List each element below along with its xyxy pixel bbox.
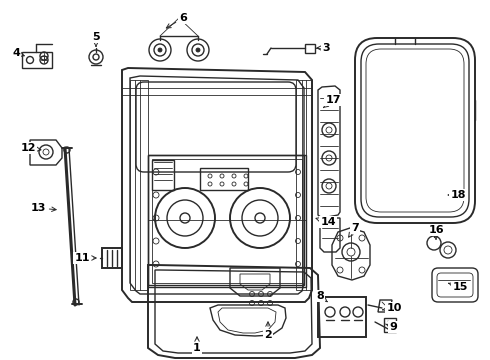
Text: 8: 8 [316,291,327,302]
Text: 11: 11 [74,253,96,263]
Text: 13: 13 [30,203,56,213]
Bar [148,155,304,285]
Text: 16: 16 [428,225,444,239]
Text: 12: 12 [20,143,41,153]
Text: 9: 9 [386,322,397,332]
Bar [318,297,366,337]
Bar [148,155,306,287]
Text: 10: 10 [383,303,402,313]
Text: 14: 14 [316,217,336,227]
Text: 15: 15 [449,282,467,292]
Bar [152,160,174,190]
Bar [200,168,248,190]
Text: 7: 7 [348,223,359,237]
Bar [130,80,148,290]
Circle shape [158,48,162,52]
Text: 18: 18 [448,190,466,200]
Bar [102,248,122,268]
Bar [296,80,312,290]
Text: 1: 1 [193,337,201,353]
Text: 6: 6 [166,13,187,28]
Text: 17: 17 [323,95,341,108]
Text: 2: 2 [264,322,272,340]
Bar [22,52,52,68]
Circle shape [196,48,200,52]
Bar [152,159,302,283]
Bar [305,44,315,53]
Text: 5: 5 [92,32,100,46]
Text: 3: 3 [317,43,330,53]
Text: 4: 4 [12,48,24,58]
